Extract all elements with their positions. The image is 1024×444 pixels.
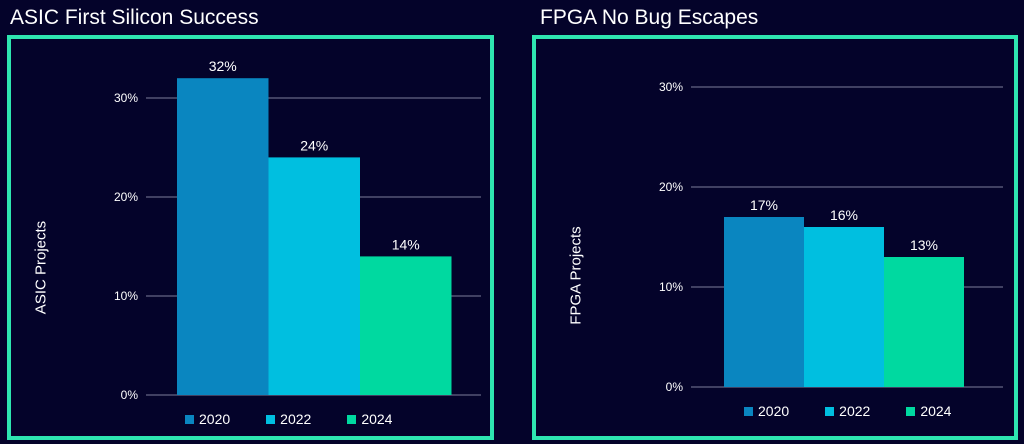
bar-2020 xyxy=(177,78,269,395)
fpga-chart-panel: FPGA Projects 0% 10% 20% 30% 17% 16% 13% 2020 … xyxy=(532,35,1018,440)
data-label: 14% xyxy=(392,236,420,252)
bar-2022 xyxy=(804,227,884,387)
legend-item-2020: 2020 xyxy=(744,403,789,419)
legend-item-2020: 2020 xyxy=(185,411,230,427)
fpga-legend: 2020 2022 2024 xyxy=(744,403,951,419)
legend-swatch-2024 xyxy=(906,406,916,416)
legend-item-2024: 2024 xyxy=(347,411,392,427)
data-label: 32% xyxy=(209,58,237,74)
legend-swatch-2022 xyxy=(266,414,276,424)
data-label: 24% xyxy=(300,137,328,153)
legend-label: 2022 xyxy=(280,411,312,427)
legend-item-2024: 2024 xyxy=(906,403,951,419)
y-tick-label: 30% xyxy=(114,91,138,105)
legend-label: 2020 xyxy=(199,411,231,427)
bar-2024 xyxy=(360,256,452,395)
y-tick-label: 20% xyxy=(114,190,138,204)
legend-item-2022: 2022 xyxy=(825,403,870,419)
y-tick-label: 0% xyxy=(666,380,684,394)
legend-label: 2022 xyxy=(839,403,871,419)
legend-label: 2024 xyxy=(361,411,393,427)
y-tick-label: 10% xyxy=(114,289,138,303)
data-label: 16% xyxy=(830,207,858,223)
legend-label: 2020 xyxy=(758,403,790,419)
bar-2024 xyxy=(884,257,964,387)
legend-label: 2024 xyxy=(920,403,952,419)
bar-2022 xyxy=(268,157,360,395)
fpga-chart-title: FPGA No Bug Escapes xyxy=(540,6,759,29)
legend-swatch-2024 xyxy=(347,414,357,424)
legend-swatch-2020 xyxy=(185,414,194,424)
data-label: 17% xyxy=(750,197,778,213)
y-tick-label: 20% xyxy=(659,180,683,194)
asic-chart-title: ASIC First Silicon Success xyxy=(10,6,259,29)
asic-bar-chart: 0% 10% 20% 30% 32% 24% 14% xyxy=(114,58,481,402)
y-tick-label: 10% xyxy=(659,280,683,294)
legend-item-2022: 2022 xyxy=(266,411,311,427)
legend-swatch-2022 xyxy=(825,406,835,416)
fpga-bar-chart: 0% 10% 20% 30% 17% 16% 13% xyxy=(659,80,1003,394)
asic-chart-panel: ASIC Projects 0% 10% 20% 30% 32% 24% 14% 2020 … xyxy=(7,35,494,440)
bar-2020 xyxy=(724,217,804,387)
data-label: 13% xyxy=(910,237,938,253)
legend-swatch-2020 xyxy=(744,406,753,416)
y-tick-label: 0% xyxy=(121,388,139,402)
asic-legend: 2020 2022 2024 xyxy=(185,411,392,427)
y-tick-label: 30% xyxy=(659,80,683,94)
